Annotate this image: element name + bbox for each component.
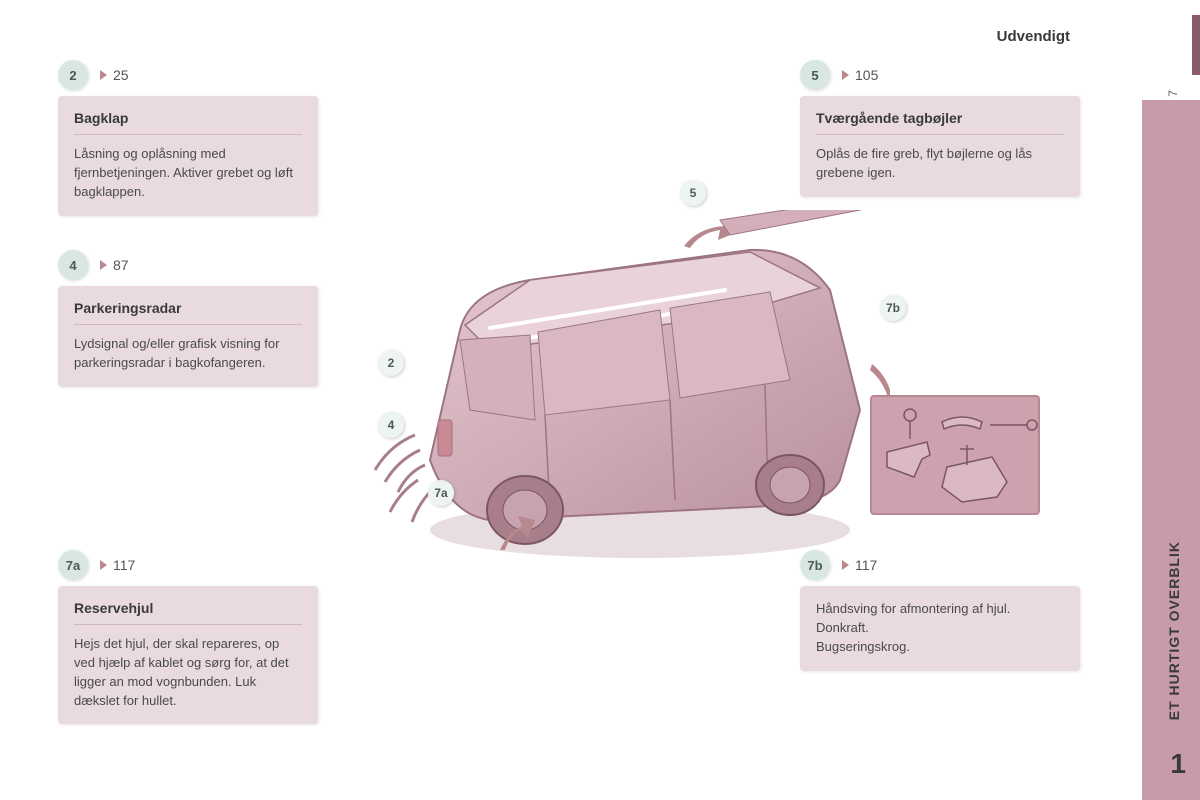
callout-tagbojler: 5 105 Tværgående tagbøjler Oplås de fire… xyxy=(800,60,1080,197)
marker-7a: 7a xyxy=(428,480,454,506)
page-ref: 25 xyxy=(113,67,129,83)
callout-body: Håndsving for afmontering af hjul. Donkr… xyxy=(816,600,1064,657)
page-number: 7 xyxy=(1166,90,1180,97)
callout-bagklap: 2 25 Bagklap Låsning og oplåsning med fj… xyxy=(58,60,318,216)
page-ref-arrow-icon xyxy=(100,70,107,80)
callout-badge: 7a xyxy=(58,550,88,580)
marker-5: 5 xyxy=(680,180,706,206)
section-number: 1 xyxy=(1170,748,1186,780)
callout-badge: 5 xyxy=(800,60,830,90)
callout-body: Hejs det hjul, der skal repareres, op ve… xyxy=(74,635,302,710)
page-ref-arrow-icon xyxy=(100,560,107,570)
marker-2: 2 xyxy=(378,350,404,376)
callout-title: Bagklap xyxy=(74,110,302,135)
callout-title: Tværgående tagbøjler xyxy=(816,110,1064,135)
marker-7b: 7b xyxy=(880,295,906,321)
callout-body: Låsning og oplåsning med fjernbetjeninge… xyxy=(74,145,302,202)
marker-4: 4 xyxy=(378,412,404,438)
page-ref-arrow-icon xyxy=(842,560,849,570)
page-ref: 87 xyxy=(113,257,129,273)
callout-title: Parkeringsradar xyxy=(74,300,302,325)
callout-body: Oplås de fire greb, flyt bøjlerne og lås… xyxy=(816,145,1064,183)
callout-parkeringsradar: 4 87 Parkeringsradar Lydsignal og/eller … xyxy=(58,250,318,387)
page-ref-arrow-icon xyxy=(842,70,849,80)
callout-title: Reservehjul xyxy=(74,600,302,625)
callout-body: Lydsignal og/eller grafisk visning for p… xyxy=(74,335,302,373)
side-tab-accent xyxy=(1192,15,1200,75)
callout-badge: 2 xyxy=(58,60,88,90)
callout-tools: 7b 117 Håndsving for afmontering af hjul… xyxy=(800,550,1080,671)
page-ref-arrow-icon xyxy=(100,260,107,270)
page-ref: 117 xyxy=(855,557,877,573)
callout-badge: 7b xyxy=(800,550,830,580)
page-header-title: Udvendigt xyxy=(997,28,1070,45)
vehicle-illustration xyxy=(370,210,890,570)
tools-illustration xyxy=(870,395,1040,515)
page-ref: 117 xyxy=(113,557,135,573)
callout-badge: 4 xyxy=(58,250,88,280)
section-title: ET HURTIGT OVERBLIK xyxy=(1166,541,1182,720)
page-ref: 105 xyxy=(855,67,878,83)
callout-reservehjul: 7a 117 Reservehjul Hejs det hjul, der sk… xyxy=(58,550,318,724)
